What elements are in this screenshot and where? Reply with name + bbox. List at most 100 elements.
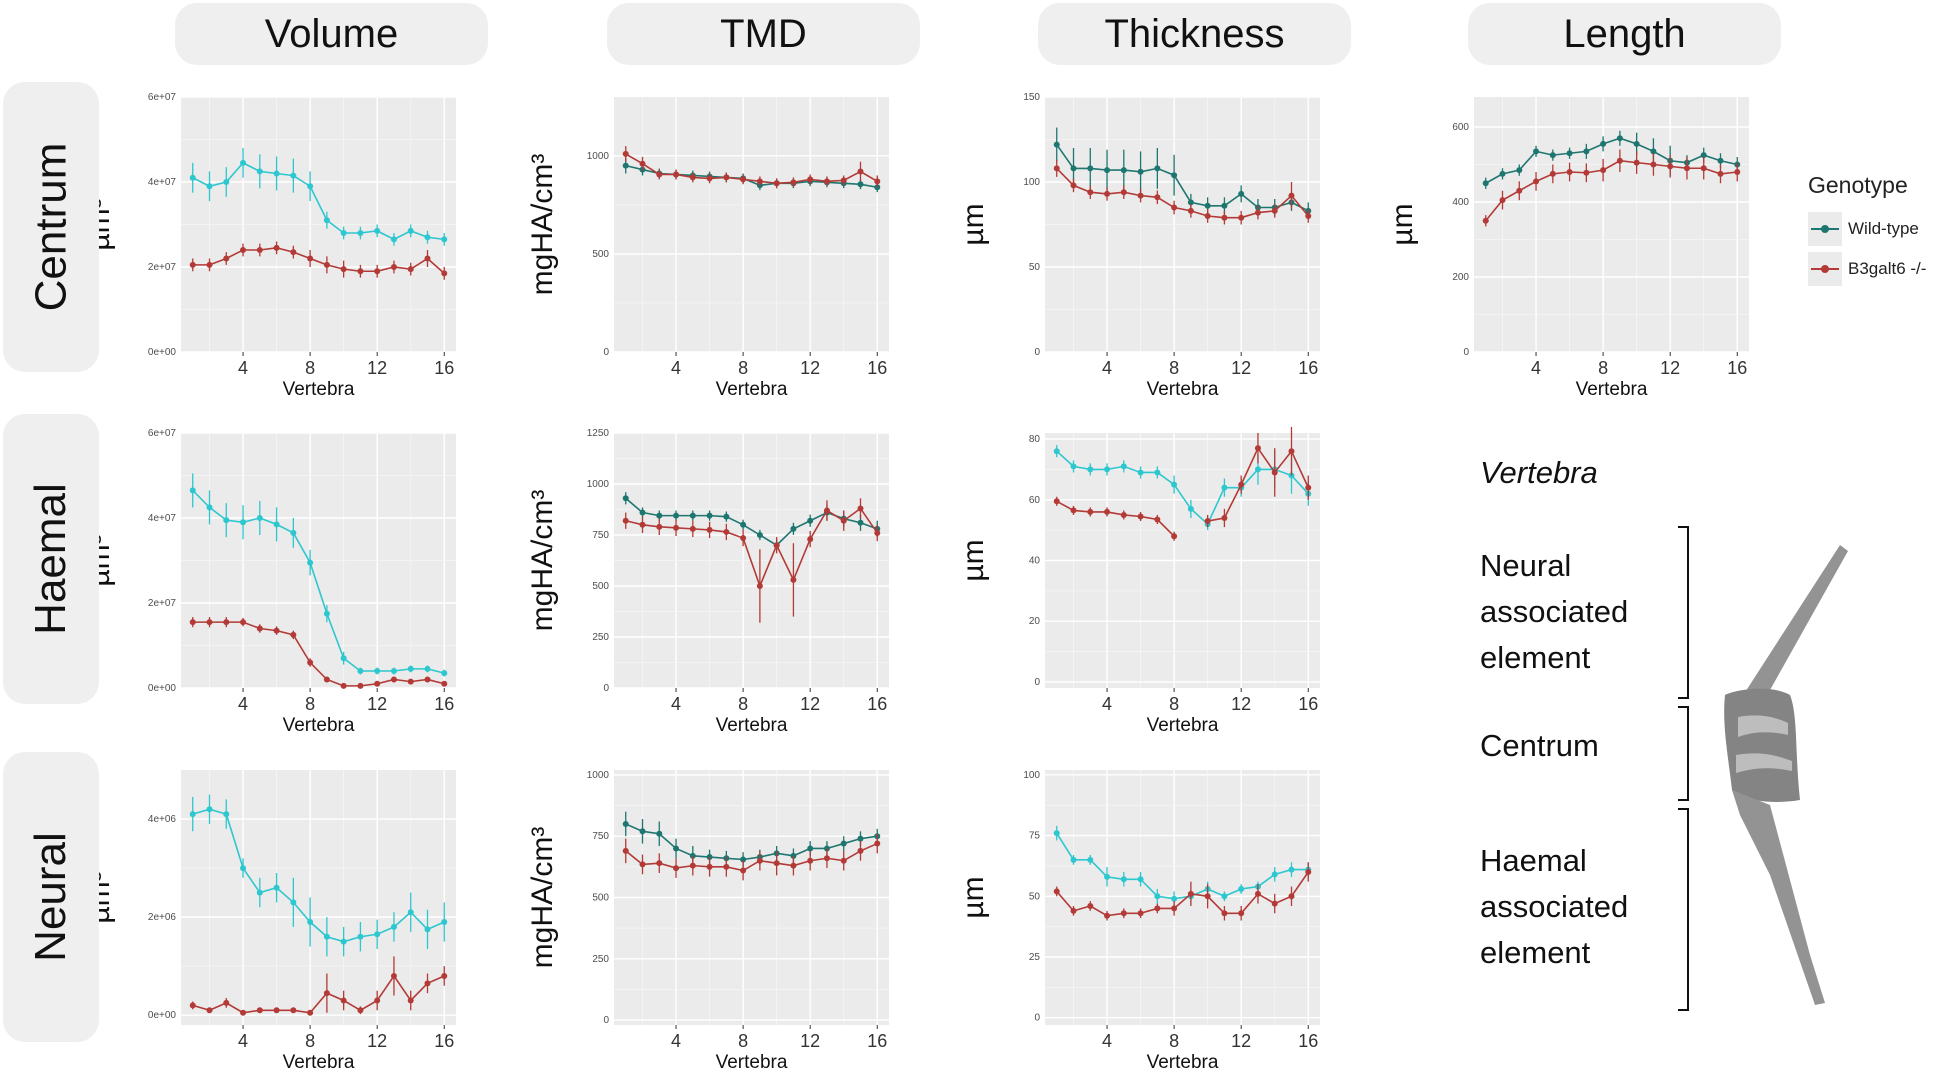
series-line-wild-type xyxy=(1485,137,1738,184)
data-point-b3galt6 xyxy=(1254,445,1261,452)
diagram-label-centrum: Centrum xyxy=(1480,723,1599,769)
panel-background xyxy=(1474,97,1749,352)
data-point-wild-type xyxy=(1087,165,1094,172)
chart-haemal-thickness: 0 20 40 60 80 4 8 12 16 Vertebra µm xyxy=(957,426,1320,736)
data-point-b3galt6 xyxy=(689,862,696,869)
y-tick-label: 60 xyxy=(1029,495,1041,506)
data-point-b3galt6 xyxy=(1616,157,1623,164)
y-tick-label: 100 xyxy=(1023,770,1040,781)
data-point-b3galt6 xyxy=(1271,207,1278,214)
panel-background xyxy=(181,770,456,1025)
x-axis-label: Vertebra xyxy=(283,1052,355,1073)
column-header-length: Length xyxy=(1468,3,1781,65)
series-line-b3galt6 xyxy=(192,974,445,1014)
data-point-b3galt6 xyxy=(1137,513,1144,520)
data-point-wild-type xyxy=(740,856,747,863)
data-point-b3galt6 xyxy=(756,178,763,185)
data-point-b3galt6 xyxy=(756,583,763,589)
data-point-wild-type xyxy=(1137,469,1144,476)
data-point-b3galt6 xyxy=(1221,214,1228,221)
data-point-b3galt6 xyxy=(673,524,680,531)
x-tick-label: 16 xyxy=(867,358,887,378)
data-point-b3galt6 xyxy=(1104,912,1111,919)
data-point-b3galt6 xyxy=(1053,165,1060,172)
data-point-b3galt6 xyxy=(1053,498,1060,505)
data-point-wild-type xyxy=(1221,202,1228,209)
y-tick-label: 0 xyxy=(1034,347,1040,358)
y-axis-label: mgHA/cm³ xyxy=(526,827,559,969)
data-point-b3galt6 xyxy=(290,631,297,638)
data-point-b3galt6 xyxy=(441,972,448,979)
data-point-b3galt6 xyxy=(374,997,381,1004)
y-axis-label: µm xyxy=(1386,203,1419,245)
data-point-b3galt6 xyxy=(639,160,646,167)
data-point-b3galt6 xyxy=(706,175,713,182)
data-point-b3galt6 xyxy=(823,178,830,185)
vertebra-shape xyxy=(1724,545,1848,1005)
diagram-label-neural: Neural associated element xyxy=(1480,543,1628,681)
data-point-wild-type xyxy=(1154,893,1161,900)
x-tick-label: 16 xyxy=(867,1031,887,1051)
data-point-b3galt6 xyxy=(1271,900,1278,907)
data-point-b3galt6 xyxy=(1120,189,1127,196)
y-axis-label: µm xyxy=(957,876,990,918)
data-point-b3galt6 xyxy=(773,860,780,867)
data-point-wild-type xyxy=(390,668,397,674)
x-tick-label: 16 xyxy=(434,358,454,378)
data-point-b3galt6 xyxy=(740,867,747,874)
data-point-wild-type xyxy=(790,525,797,532)
data-point-wild-type xyxy=(424,234,431,241)
series-line-b3galt6 xyxy=(1056,871,1309,917)
data-point-b3galt6 xyxy=(773,542,780,549)
x-axis-label: Vertebra xyxy=(283,715,355,736)
x-tick-label: 4 xyxy=(1102,358,1112,378)
x-tick-label: 12 xyxy=(800,1031,820,1051)
data-point-wild-type xyxy=(323,217,330,224)
data-point-wild-type xyxy=(323,610,330,617)
data-point-wild-type xyxy=(656,512,663,519)
data-point-b3galt6 xyxy=(656,171,663,178)
data-point-wild-type xyxy=(1583,148,1590,155)
data-point-b3galt6 xyxy=(773,180,780,187)
data-point-b3galt6 xyxy=(307,255,314,262)
data-point-b3galt6 xyxy=(1482,217,1489,224)
data-point-wild-type xyxy=(639,509,646,516)
data-point-b3galt6 xyxy=(857,168,864,175)
data-point-b3galt6 xyxy=(740,176,747,183)
x-tick-label: 4 xyxy=(238,694,248,714)
data-point-b3galt6 xyxy=(807,536,814,543)
data-point-wild-type xyxy=(307,919,314,926)
data-point-wild-type xyxy=(240,519,247,526)
data-point-b3galt6 xyxy=(857,505,864,512)
data-point-wild-type xyxy=(1254,466,1261,473)
data-point-wild-type xyxy=(189,174,196,181)
legend-entry-b3galt6: B3galt6 -/- xyxy=(1808,249,1926,289)
x-tick-label: 8 xyxy=(1169,358,1179,378)
data-point-b3galt6 xyxy=(390,676,397,683)
data-point-b3galt6 xyxy=(206,1007,213,1014)
data-point-wild-type xyxy=(1070,165,1077,172)
chart-neural-tmd: 0 250 500 750 1000 4 8 12 16 Vertebra mgHA/cm³ xyxy=(526,770,889,1073)
series-line-b3galt6 xyxy=(625,153,878,185)
x-tick-label: 12 xyxy=(367,358,387,378)
x-axis-label: Vertebra xyxy=(716,1052,788,1073)
data-point-b3galt6 xyxy=(1533,178,1540,185)
data-point-b3galt6 xyxy=(723,528,730,535)
data-point-wild-type xyxy=(622,162,629,169)
series-line-wild-type xyxy=(1056,144,1309,212)
chart-neural-thickness: 0 25 50 75 100 4 8 12 16 Vertebra µm xyxy=(957,770,1320,1073)
data-point-b3galt6 xyxy=(424,980,431,987)
data-point-wild-type xyxy=(374,931,381,938)
data-point-b3galt6 xyxy=(1154,194,1161,201)
x-tick-label: 12 xyxy=(367,1031,387,1051)
data-point-wild-type xyxy=(1171,481,1178,488)
data-point-b3galt6 xyxy=(874,529,881,536)
x-axis-label: Vertebra xyxy=(283,379,355,400)
legend-label-wild-type: Wild-type xyxy=(1848,219,1919,238)
data-point-b3galt6 xyxy=(706,863,713,870)
data-point-b3galt6 xyxy=(1120,910,1127,917)
data-point-b3galt6 xyxy=(622,847,629,854)
x-tick-label: 16 xyxy=(867,694,887,714)
data-point-wild-type xyxy=(357,230,364,236)
